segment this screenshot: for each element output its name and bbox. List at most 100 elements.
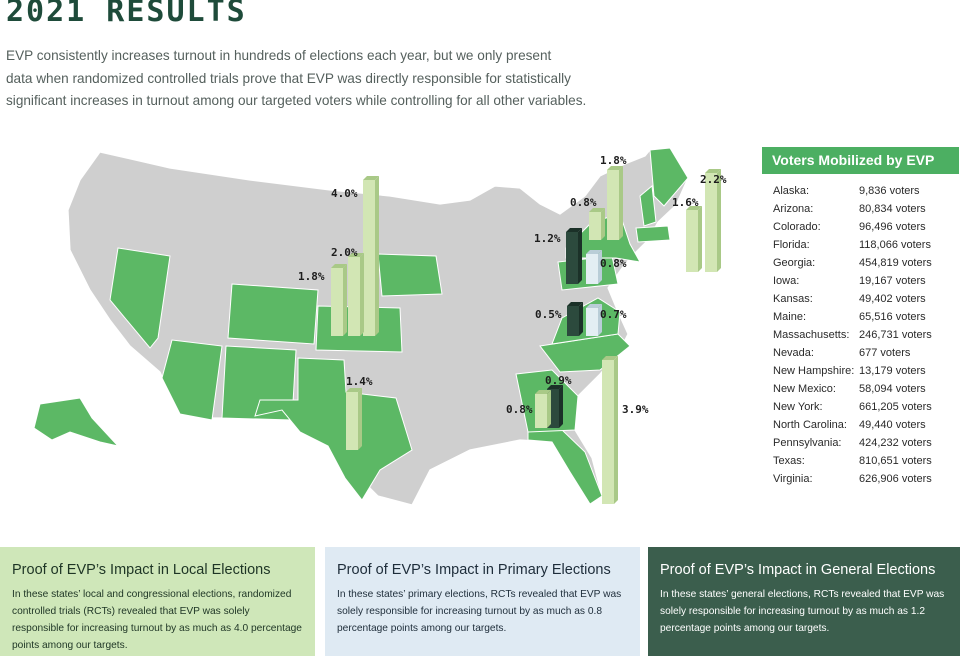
voters-state: Pennsylvania: <box>773 437 842 449</box>
state-massachusetts <box>635 225 671 243</box>
bar-front <box>686 210 698 272</box>
intro-line: EVP consistently increases turnout in hu… <box>6 48 552 63</box>
voters-count: 19,167 voters <box>859 275 926 287</box>
bar-label: 2.2% <box>700 173 727 186</box>
voters-row: Florida: 118,066 voters <box>762 236 959 254</box>
bar-front <box>363 180 375 336</box>
bar-top <box>348 253 364 257</box>
voters-state: Massachusetts: <box>773 329 850 341</box>
page-title: 2021 RESULTS <box>6 0 247 29</box>
bar-side <box>343 264 347 336</box>
bar-label: 4.0% <box>331 187 358 200</box>
bar-label: 1.8% <box>298 270 325 283</box>
bar-layer <box>331 166 721 504</box>
bar-label: 0.9% <box>545 374 572 387</box>
bar-local <box>348 253 364 336</box>
voters-count: 58,094 voters <box>859 383 926 395</box>
card-body: In these states’ local and congressional… <box>12 589 302 651</box>
bar-label: 3.9% <box>622 403 649 416</box>
voters-row: New Hampshire: 13,179 voters <box>762 362 959 380</box>
bar-top <box>331 264 347 268</box>
bar-top <box>566 228 582 232</box>
bar-general <box>567 302 583 336</box>
bar-top <box>346 388 362 392</box>
voters-mobilized-panel: Voters Mobilized by EVP Alaska: 9,836 vot… <box>762 147 959 488</box>
bar-side <box>559 385 563 428</box>
voters-state: Iowa: <box>773 275 800 287</box>
bar-front <box>535 394 547 428</box>
bar-top <box>589 208 605 212</box>
card-title: Proof of EVP’s Impact in Primary Electio… <box>337 562 611 578</box>
card-body: In these states’ general elections, RCTs… <box>660 589 945 634</box>
bar-top <box>363 176 379 180</box>
bar-label: 0.7% <box>600 308 627 321</box>
voters-count: 49,440 voters <box>859 419 926 431</box>
state-texas <box>254 357 413 501</box>
intro-line: data when randomized controlled trials p… <box>6 70 571 86</box>
bar-top <box>547 385 563 389</box>
bar-side <box>547 390 551 428</box>
state-iowa <box>377 253 443 297</box>
bar-side <box>598 250 602 284</box>
voters-row: Arizona: 80,834 voters <box>762 200 959 218</box>
bar-top <box>705 169 721 173</box>
state-florida <box>527 427 603 505</box>
general-elections-card: Proof of EVP’s Impact in General Electio… <box>648 547 960 656</box>
voters-count: 661,205 voters <box>859 401 932 413</box>
us-results-map: 4.0% 2.0% 1.8% 1.4% 1.8% 0.8% 2.2% 1.6% … <box>33 147 727 506</box>
voters-state: New Hampshire: <box>773 365 855 377</box>
state-nevada <box>109 247 171 349</box>
bar-front <box>566 232 578 284</box>
voters-row: Iowa: 19,167 voters <box>762 272 959 290</box>
bar-side <box>578 228 582 284</box>
voters-row: Massachusetts: 246,731 voters <box>762 326 959 344</box>
bar-side <box>360 253 364 336</box>
state-maine <box>649 147 689 207</box>
voters-count: 246,731 voters <box>859 329 932 341</box>
bar-front <box>607 170 619 240</box>
voters-row: Virginia: 626,906 voters <box>762 470 959 488</box>
voters-state: North Carolina: <box>773 419 847 431</box>
bar-front <box>602 360 614 504</box>
voters-row: Colorado: 96,496 voters <box>762 218 959 236</box>
bar-side <box>717 169 721 272</box>
bar-label: 1.2% <box>534 232 561 245</box>
voters-list: Alaska: 9,836 voters Arizona: 80,834 voters… <box>762 182 959 488</box>
voters-state: New Mexico: <box>773 383 836 395</box>
voters-row: North Carolina: 49,440 voters <box>762 416 959 434</box>
bar-top <box>602 356 618 360</box>
bar-primary <box>586 304 602 336</box>
voters-state: Arizona: <box>773 203 814 215</box>
bar-local <box>346 388 362 450</box>
bar-local <box>602 356 618 504</box>
state-alaska <box>33 397 120 447</box>
voters-row: New Mexico: 58,094 voters <box>762 380 959 398</box>
bar-label: 2.0% <box>331 246 358 259</box>
bar-front <box>589 212 601 240</box>
bar-side <box>358 388 362 450</box>
bar-label: 0.8% <box>570 196 597 209</box>
bar-general <box>566 228 582 284</box>
bar-top <box>607 166 623 170</box>
bar-local <box>331 264 347 336</box>
voters-count: 49,402 voters <box>859 293 926 305</box>
voters-count: 13,179 voters <box>859 365 926 377</box>
voters-count: 424,232 voters <box>859 437 932 449</box>
voters-state: Texas: <box>773 455 805 467</box>
bar-local <box>363 176 379 336</box>
bar-side <box>619 166 623 240</box>
voters-row: Texas: 810,651 voters <box>762 452 959 470</box>
bar-front <box>586 308 598 336</box>
primary-elections-card: Proof of EVP’s Impact in Primary Electio… <box>325 547 640 656</box>
voters-row: Kansas: 49,402 voters <box>762 290 959 308</box>
bar-top <box>586 250 602 254</box>
bar-top <box>686 206 702 210</box>
voters-count: 96,496 voters <box>859 221 926 233</box>
bar-local <box>607 166 623 240</box>
voters-count: 677 voters <box>859 347 911 359</box>
bar-top <box>535 390 551 394</box>
panel-title: Voters Mobilized by EVP <box>762 147 959 174</box>
voters-state: Kansas: <box>773 293 813 305</box>
voters-state: Virginia: <box>773 473 813 485</box>
voters-count: 80,834 voters <box>859 203 926 215</box>
